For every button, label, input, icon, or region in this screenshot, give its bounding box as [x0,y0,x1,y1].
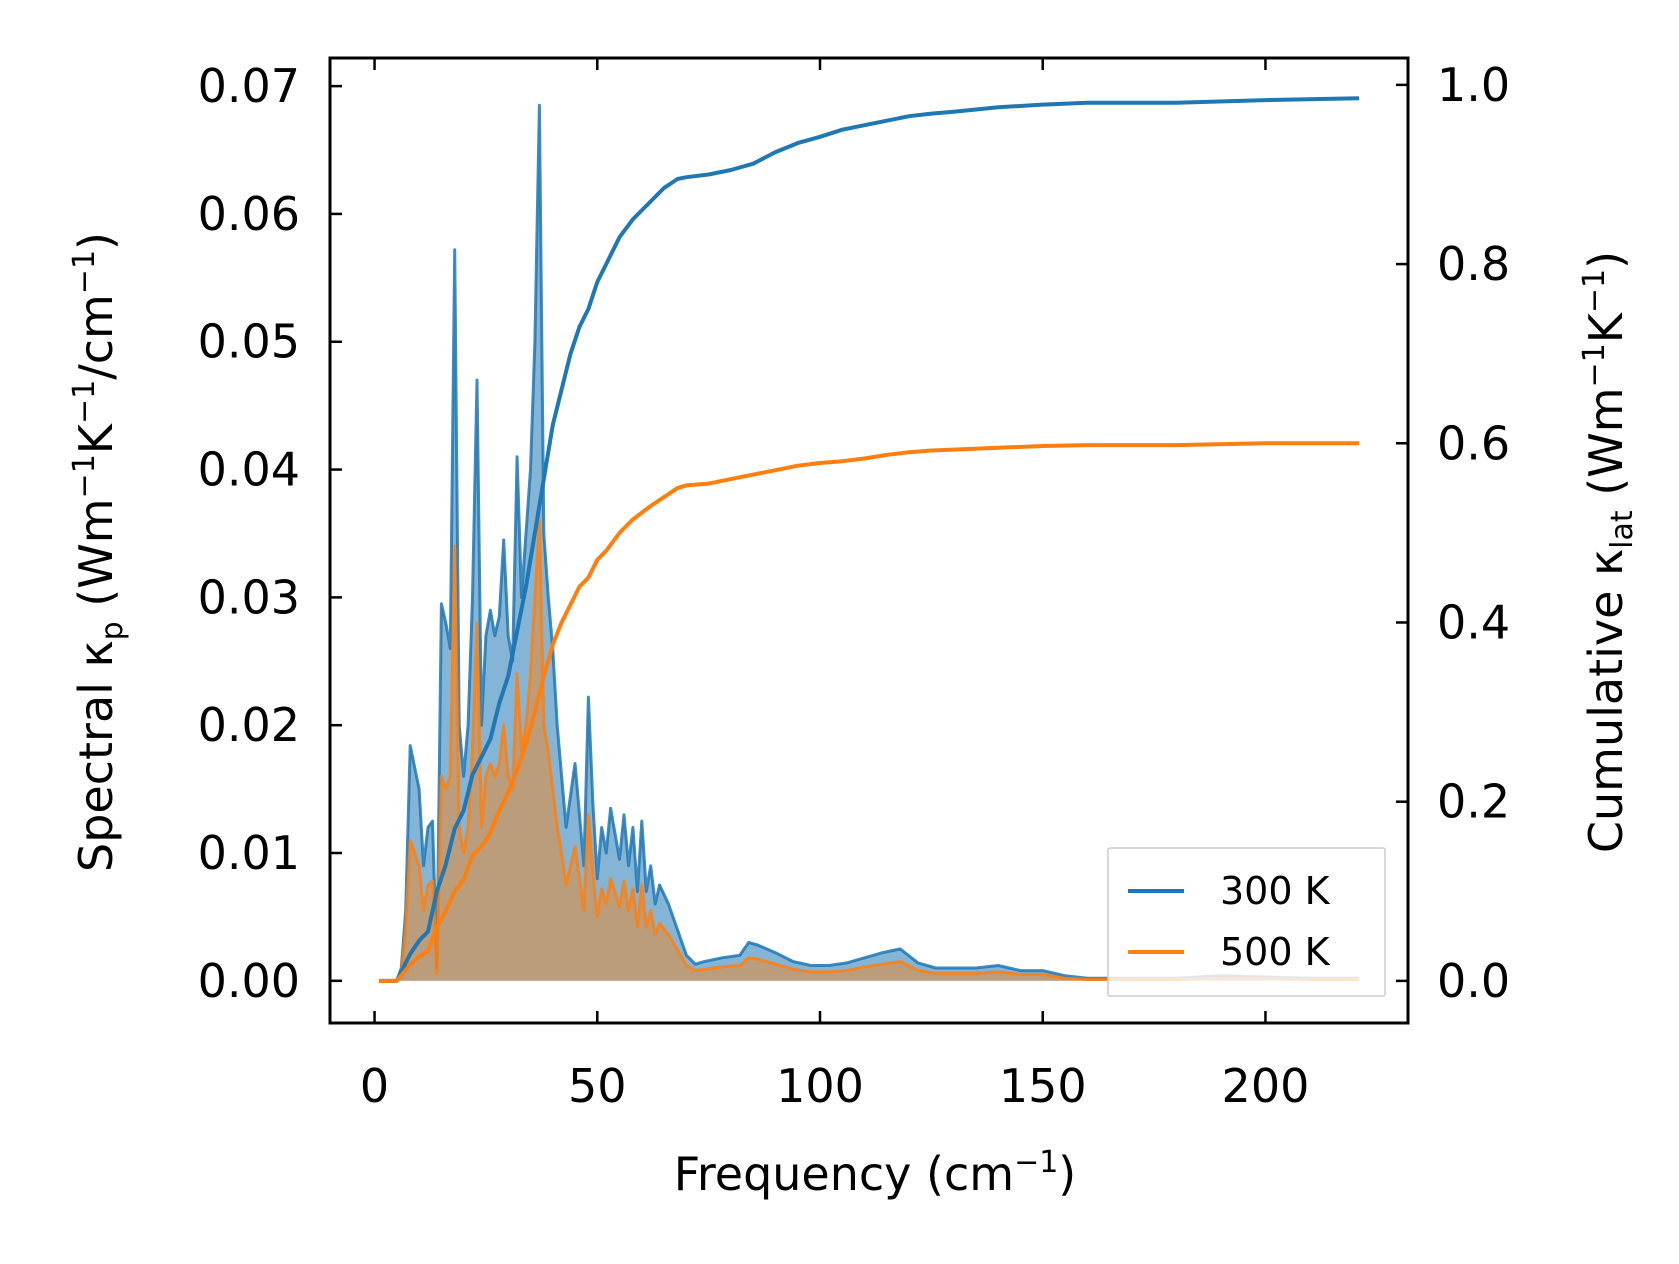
y-left-tick-label-6: 0.06 [198,187,300,241]
cumulative-line-500k [379,441,1359,983]
legend-label-500k: 500 K [1220,930,1331,974]
y-left-tick-label-5: 0.05 [198,315,300,369]
spectral-line-300k [379,103,1359,983]
axes-layer: 0 50 100 150 200 0.00 0.01 0.02 0.03 0.04 0.05 0.06… [198,56,1510,1113]
x-tick-label-100: 100 [776,1059,864,1113]
x-axis-title: Frequency (cm−1) [674,1145,1077,1201]
spectral-area-500k [379,520,1359,981]
legend-frame [1107,847,1386,997]
spectral-line-500k [379,519,1359,983]
spectral-area-300k [379,105,1359,981]
y-axis-left-title: Spectral κp (Wm−1K−1/cm−1) [67,232,130,872]
x-tick-label-50: 50 [568,1059,627,1113]
x-tick-label-200: 200 [1222,1059,1310,1113]
y-right-tick-label-3: 0.6 [1437,416,1510,470]
y-right-tick-label-5: 1.0 [1437,58,1510,112]
y-left-tick-label-4: 0.04 [198,443,300,497]
legend-label-300k: 300 K [1220,869,1331,913]
y-right-tick-label-4: 0.8 [1437,237,1510,291]
legend: 300 K 500 K [1107,847,1386,997]
y-left-tick-label-1: 0.01 [198,826,300,880]
y-right-tick-label-2: 0.4 [1437,595,1510,649]
cumulative-line-300k [379,96,1360,983]
y-left-tick-label-3: 0.03 [198,570,300,624]
y-left-tick-label-2: 0.02 [198,698,300,752]
series-layer [379,96,1360,983]
x-tick-label-150: 150 [999,1059,1087,1113]
plot-frame [328,56,1410,1025]
y-axis-right-title: Cumulative κlat (Wm−1K−1) [1577,251,1640,853]
x-tick-label-0: 0 [360,1059,389,1113]
y-right-tick-label-0: 0.0 [1437,954,1510,1008]
y-left-tick-label-0: 0.00 [198,954,300,1008]
y-right-tick-label-1: 0.2 [1437,775,1510,829]
y-left-tick-label-7: 0.07 [198,59,300,113]
